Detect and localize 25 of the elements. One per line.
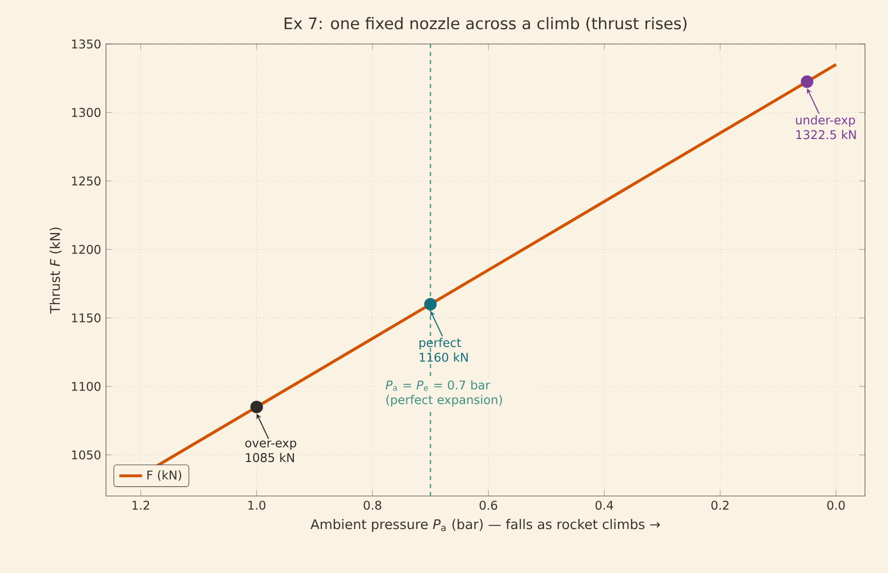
- y-tick-label: 1250: [72, 176, 100, 186]
- ref-line-label: P$_{a}$ = P$_{e}$ = 0.7 bar (perfect expansion): [386, 380, 502, 407]
- x-tick-label: 1.2: [132, 500, 150, 510]
- x-tick-label: 0.0: [827, 500, 845, 510]
- chart-title: Ex 7: one fixed nozzle across a climb (thrust rises): [284, 17, 687, 32]
- y-tick-label: 1300: [72, 108, 100, 118]
- x-tick-label: 0.8: [364, 500, 382, 510]
- y-tick-label: 1200: [72, 244, 100, 254]
- point: [250, 400, 263, 414]
- x-axis-title: Ambient pressure P$_{a}$ (bar) — falls as rocket climbs →: [310, 518, 660, 532]
- annotation: over-exp 1085 kN: [245, 440, 296, 462]
- x-tick-label: 0.6: [480, 500, 498, 510]
- legend-label: F (kN): [147, 470, 182, 481]
- annotation: under-exp 1322.5 kN: [796, 115, 856, 140]
- annotation: perfect 1160 kN: [420, 338, 468, 362]
- y-tick-label: 1100: [72, 382, 100, 391]
- y-axis-title: Thrust F (kN): [50, 228, 62, 314]
- point: [424, 298, 437, 310]
- y-tick-label: 1150: [72, 313, 100, 322]
- y-tick-label: 1350: [72, 39, 100, 49]
- x-tick-label: 1.0: [248, 500, 266, 510]
- x-tick-label: 0.4: [596, 500, 614, 510]
- y-tick-label: 1050: [72, 450, 100, 460]
- point: [800, 75, 814, 88]
- x-tick-label: 0.2: [711, 500, 728, 510]
